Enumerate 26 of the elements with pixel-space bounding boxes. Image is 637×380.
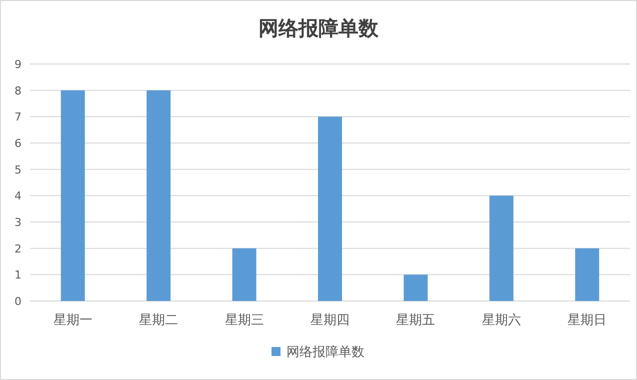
chart-title: 网络报障单数 (258, 16, 380, 40)
bar (232, 248, 256, 301)
x-tick-label: 星期六 (482, 313, 521, 328)
y-tick-label: 2 (14, 242, 22, 256)
x-tick-label: 星期四 (310, 313, 350, 328)
bar (575, 248, 600, 301)
y-tick-label: 9 (14, 58, 22, 71)
bar (404, 274, 428, 301)
bar (489, 196, 514, 301)
x-tick-label: 星期五 (396, 313, 436, 328)
y-tick-label: 1 (14, 268, 22, 282)
y-tick-label: 8 (14, 84, 22, 98)
y-tick-label: 6 (14, 137, 22, 150)
bar (318, 116, 342, 301)
y-tick-label: 4 (14, 190, 22, 203)
y-tick-label: 3 (14, 216, 22, 229)
x-tick-label: 星期三 (224, 313, 264, 328)
y-tick-label: 5 (14, 163, 22, 176)
x-tick-label: 星期日 (568, 313, 607, 328)
x-tick-label: 星期一 (53, 313, 92, 328)
bar (60, 90, 85, 301)
legend-label: 网络报障单数 (286, 345, 364, 360)
y-tick-label: 0 (14, 295, 22, 308)
y-tick-label: 7 (14, 110, 22, 124)
x-tick-label: 星期二 (139, 313, 178, 328)
bar (146, 90, 171, 301)
